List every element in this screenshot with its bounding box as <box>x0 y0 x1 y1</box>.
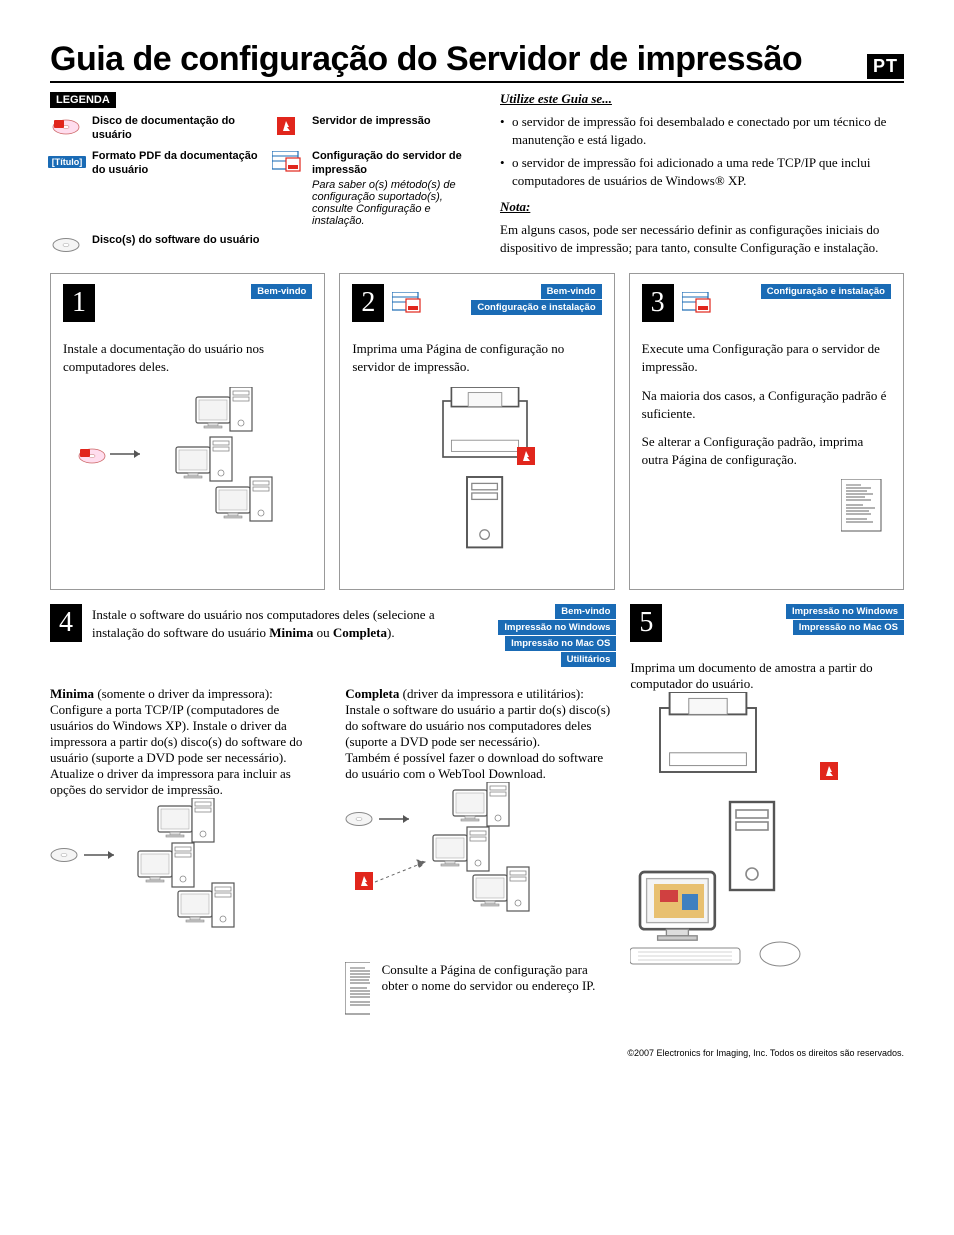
step5-illustration <box>630 692 904 972</box>
legend-note: Para saber o(s) método(s) de configuraçã… <box>312 179 480 227</box>
legend-item: Disco de documentação do usuário <box>50 114 260 143</box>
step1-illustration <box>63 387 312 537</box>
step-1: 1 Bem-vindo Instale a documentação do us… <box>50 273 325 589</box>
paragraph: Atualize o driver da impressora para inc… <box>50 766 321 798</box>
step-body: Na maioria dos casos, a Configuração pad… <box>642 387 891 423</box>
legend-label: Disco de documentação do usuário <box>92 114 260 143</box>
step-body: Imprima um documento de amostra a partir… <box>630 660 904 692</box>
use-guide-heading: Utilize este Guia se... <box>500 91 904 107</box>
step-3: 3 Configuração e instalação Execute uma … <box>629 273 904 589</box>
legend-heading: LEGENDA <box>50 92 116 108</box>
paragraph: Instale o software do usuário a partir d… <box>345 702 616 750</box>
step3-illustration <box>642 479 891 539</box>
step-number: 2 <box>352 284 384 322</box>
legend-item: Servidor de impressão <box>270 114 480 143</box>
titulo-icon: [Título] <box>50 149 84 175</box>
step2-illustration <box>352 387 601 567</box>
minima-column: Minima (somente o driver da impressora):… <box>50 686 321 1018</box>
tag: Impressão no Mac OS <box>505 636 616 651</box>
nota-body: Em alguns casos, pode ser necessário def… <box>500 221 904 256</box>
step-body: Imprima uma Página de configuração no se… <box>352 340 601 376</box>
legend-label: Configuração do servidor de impressão <box>312 150 462 176</box>
nota-heading: Nota: <box>500 199 904 215</box>
step4-intro: Instale o software do usuário nos comput… <box>92 604 488 642</box>
fiery-icon <box>270 114 304 140</box>
page-title: Guia de configuração do Servidor de impr… <box>50 40 802 79</box>
step-number: 4 <box>50 604 82 642</box>
legend-label: Disco(s) do software do usuário <box>92 233 259 247</box>
config-note-text: Consulte a Página de configuração para o… <box>382 962 617 994</box>
tag: Bem-vindo <box>251 284 312 299</box>
setup-icon <box>270 149 304 175</box>
guide-bullet: o servidor de impressão foi adicionado a… <box>500 154 904 189</box>
config-page-icon <box>345 962 369 1018</box>
legend-item: Disco(s) do software do usuário <box>50 233 260 259</box>
copyright: ©2007 Electronics for Imaging, Inc. Todo… <box>50 1048 904 1058</box>
step-body: Se alterar a Configuração padrão, imprim… <box>642 433 891 469</box>
completa-column: Completa (driver da impressora e utilitá… <box>345 686 616 1018</box>
legend-label: Servidor de impressão <box>312 114 431 128</box>
step-number: 3 <box>642 284 674 322</box>
legend-item: [Título] Formato PDF da documentação do … <box>50 149 260 228</box>
tag: Bem-vindo <box>541 284 602 299</box>
minima-illustration <box>50 798 321 938</box>
completa-illustration <box>345 782 616 942</box>
titulo-badge: [Título] <box>48 156 87 168</box>
step-number: 1 <box>63 284 95 322</box>
setup-icon <box>392 292 422 314</box>
step-number: 5 <box>630 604 662 642</box>
config-note: Consulte a Página de configuração para o… <box>345 962 616 1018</box>
legend-label: Formato PDF da documentação do usuário <box>92 149 260 178</box>
tag: Impressão no Windows <box>498 620 616 635</box>
step-body: Execute uma Configuração para o servidor… <box>642 340 891 376</box>
tag: Impressão no Windows <box>786 604 904 619</box>
step-5: 5 Impressão no Windows Impressão no Mac … <box>630 604 904 1018</box>
language-badge: PT <box>867 54 904 79</box>
paragraph: Também é possível fazer o download do so… <box>345 750 616 782</box>
step-body: Instale a documentação do usuário nos co… <box>63 340 312 376</box>
tag: Utilitários <box>561 652 617 667</box>
setup-icon <box>682 292 712 314</box>
guide-column: Utilize este Guia se... o servidor de im… <box>500 91 904 259</box>
tag: Impressão no Mac OS <box>793 620 904 635</box>
legend-item: Configuração do servidor de impressão Pa… <box>270 149 480 228</box>
disc-doc-icon <box>50 114 84 140</box>
legend-box: LEGENDA Disco de documentação do usuário… <box>50 91 480 259</box>
step-2: 2 Bem-vindo Configuração e instalação Im… <box>339 273 614 589</box>
disc-sw-icon <box>50 233 84 259</box>
guide-bullet: o servidor de impressão foi desembalado … <box>500 113 904 148</box>
tag: Bem-vindo <box>555 604 616 619</box>
tag: Configuração e instalação <box>761 284 891 299</box>
tag: Configuração e instalação <box>471 300 601 315</box>
paragraph: Configure a porta TCP/IP (computadores d… <box>50 702 321 766</box>
step-4: 4 Instale o software do usuário nos comp… <box>50 604 616 1018</box>
